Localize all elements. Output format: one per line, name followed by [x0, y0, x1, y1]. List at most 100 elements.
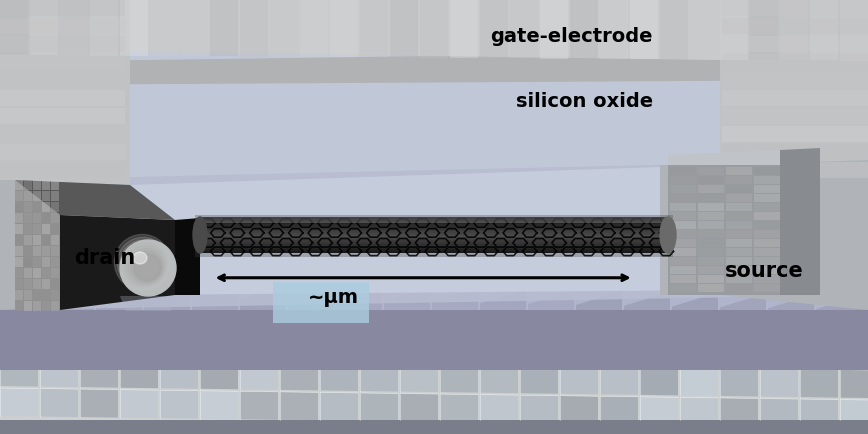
Polygon shape	[780, 148, 820, 295]
Polygon shape	[15, 180, 23, 190]
Polygon shape	[722, 108, 868, 124]
Ellipse shape	[134, 254, 161, 281]
Polygon shape	[42, 180, 50, 190]
Polygon shape	[432, 288, 478, 310]
Ellipse shape	[133, 252, 147, 264]
Polygon shape	[840, 400, 868, 420]
Polygon shape	[24, 301, 32, 311]
Polygon shape	[200, 246, 668, 248]
Polygon shape	[120, 360, 158, 388]
Polygon shape	[80, 359, 118, 388]
Ellipse shape	[120, 240, 168, 288]
Polygon shape	[0, 180, 130, 310]
Polygon shape	[670, 266, 696, 274]
Polygon shape	[0, 162, 125, 178]
Ellipse shape	[126, 246, 165, 285]
Polygon shape	[670, 203, 696, 211]
Polygon shape	[42, 279, 50, 289]
Polygon shape	[42, 213, 50, 223]
Polygon shape	[200, 244, 668, 246]
Polygon shape	[60, 0, 88, 56]
Polygon shape	[722, 90, 868, 106]
Polygon shape	[540, 0, 568, 59]
Polygon shape	[698, 266, 724, 274]
Polygon shape	[150, 0, 178, 56]
Polygon shape	[42, 224, 50, 234]
Polygon shape	[144, 283, 190, 310]
Polygon shape	[130, 165, 720, 295]
Ellipse shape	[131, 251, 162, 282]
Polygon shape	[51, 279, 59, 289]
Polygon shape	[726, 248, 752, 256]
Polygon shape	[33, 246, 41, 256]
Polygon shape	[698, 203, 724, 211]
Polygon shape	[668, 165, 780, 295]
Polygon shape	[400, 394, 438, 420]
Polygon shape	[200, 231, 668, 233]
Polygon shape	[24, 235, 32, 245]
Polygon shape	[560, 366, 598, 394]
Polygon shape	[600, 0, 628, 59]
Polygon shape	[24, 191, 32, 201]
Polygon shape	[195, 215, 673, 257]
Polygon shape	[670, 212, 696, 220]
Polygon shape	[0, 160, 868, 310]
Ellipse shape	[660, 217, 676, 253]
Polygon shape	[42, 191, 50, 201]
Polygon shape	[726, 185, 752, 193]
Polygon shape	[200, 224, 668, 226]
Polygon shape	[0, 36, 125, 52]
Polygon shape	[720, 0, 868, 180]
Polygon shape	[0, 72, 125, 88]
Polygon shape	[726, 266, 752, 274]
Polygon shape	[42, 301, 50, 311]
Polygon shape	[33, 180, 41, 190]
Polygon shape	[0, 358, 868, 420]
Polygon shape	[200, 250, 668, 251]
Polygon shape	[660, 0, 688, 59]
Polygon shape	[15, 180, 175, 220]
Polygon shape	[24, 213, 32, 223]
Polygon shape	[51, 202, 59, 212]
Polygon shape	[754, 275, 780, 283]
Polygon shape	[754, 266, 780, 274]
Polygon shape	[668, 150, 780, 165]
Polygon shape	[42, 202, 50, 212]
Polygon shape	[90, 0, 118, 56]
Polygon shape	[42, 246, 50, 256]
Polygon shape	[698, 284, 724, 292]
Polygon shape	[0, 0, 868, 62]
Polygon shape	[0, 144, 125, 160]
Polygon shape	[480, 289, 526, 310]
Polygon shape	[160, 390, 198, 419]
Polygon shape	[810, 0, 838, 60]
Polygon shape	[0, 126, 125, 142]
Polygon shape	[24, 290, 32, 300]
Polygon shape	[698, 257, 724, 265]
Polygon shape	[722, 162, 868, 178]
Polygon shape	[15, 191, 23, 201]
Polygon shape	[192, 284, 238, 310]
Polygon shape	[30, 0, 58, 55]
Polygon shape	[720, 398, 758, 420]
Polygon shape	[24, 279, 32, 289]
Polygon shape	[0, 0, 125, 16]
Polygon shape	[840, 0, 868, 61]
Polygon shape	[0, 358, 38, 387]
Polygon shape	[640, 397, 678, 420]
Polygon shape	[750, 0, 778, 60]
Polygon shape	[24, 180, 32, 190]
Polygon shape	[280, 362, 318, 391]
Polygon shape	[51, 180, 59, 190]
Polygon shape	[51, 290, 59, 300]
Polygon shape	[768, 294, 814, 310]
Polygon shape	[80, 389, 118, 418]
Polygon shape	[720, 160, 868, 310]
FancyBboxPatch shape	[273, 282, 369, 323]
Polygon shape	[42, 235, 50, 245]
Polygon shape	[360, 0, 388, 57]
Polygon shape	[698, 248, 724, 256]
Polygon shape	[754, 185, 780, 193]
Polygon shape	[760, 398, 798, 420]
Polygon shape	[0, 90, 125, 106]
